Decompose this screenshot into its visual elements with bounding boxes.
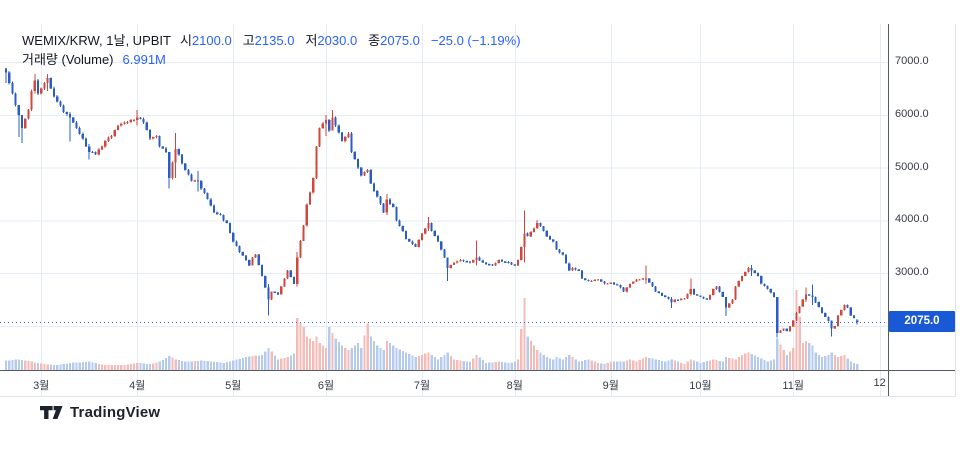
ohlc-low: 저2030.0 [305, 33, 358, 48]
time-axis-label: 9월 [602, 380, 619, 392]
price-axis-label: 5000.0 [895, 160, 929, 173]
price-axis[interactable]: 7000.0 6000.0 5000.0 4000.0 3000.0 [888, 24, 957, 371]
tradingview-logo-text: TradingView [70, 404, 161, 421]
price-axis-label: 7000.0 [895, 55, 929, 67]
ohlc-values: 시2100.0 고2135.0 저2030.0 종2075.0 [180, 30, 422, 49]
time-axis-label: 8월 [506, 380, 523, 392]
price-axis-label: 4000.0 [895, 213, 929, 226]
time-axis-label: 6월 [317, 380, 335, 392]
ohlc-open: 시2100.0 [179, 33, 232, 48]
time-axis-label: 4월 [129, 380, 146, 392]
grid-layer [0, 24, 888, 397]
axis-layer [0, 24, 956, 397]
last-price-badge: 2075.0 [889, 311, 955, 332]
volume-layer [5, 290, 859, 371]
price-axis-label: 6000.0 [895, 107, 929, 120]
time-axis-label: 11월 [782, 380, 804, 392]
volume-value: 6.991M [122, 52, 166, 67]
time-axis[interactable]: 3월 4월 5월 6월 7월 8월 9월 10월 11월 12 [0, 371, 957, 397]
volume-legend[interactable]: 거래량 (Volume) 6.991M [22, 49, 166, 68]
volume-label: 거래량 (Volume) [22, 52, 114, 67]
time-axis-label: 3월 [33, 380, 50, 392]
time-axis-label: 12 [873, 377, 886, 389]
candles-layer [4, 67, 859, 338]
ohlc-high: 고2135.0 [242, 33, 295, 48]
ohlc-close: 종2075.0 [368, 33, 420, 48]
tradingview-logo-icon [40, 406, 63, 419]
time-axis-label: 7월 [413, 380, 431, 392]
symbol-legend[interactable]: WEMIX/KRW, 1날, UPBIT 시2100.0 고2135.0 저2030… [22, 30, 521, 49]
time-axis-label: 5월 [225, 380, 242, 392]
change-value: −25.0 (−1.19%) [430, 33, 521, 48]
price-axis-label: 3000.0 [895, 266, 929, 279]
time-axis-label: 10월 [689, 380, 712, 392]
tradingview-logo[interactable]: TradingView [40, 404, 160, 421]
symbol-title: WEMIX/KRW, 1날, UPBIT [22, 33, 171, 48]
